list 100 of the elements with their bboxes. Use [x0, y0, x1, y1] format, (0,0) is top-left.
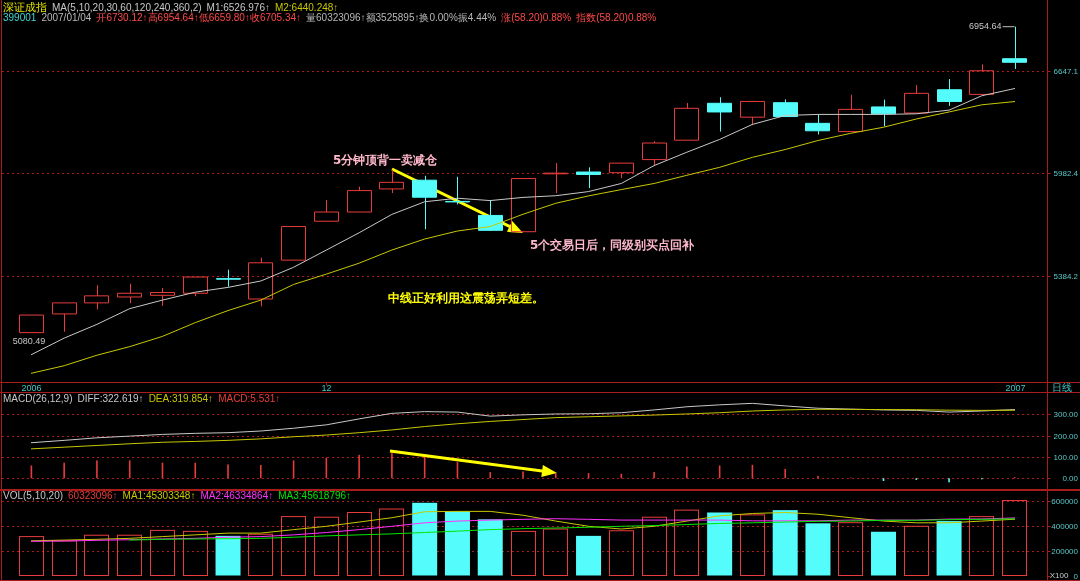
candlestick	[1002, 26, 1027, 70]
annotation: 5080.49	[12, 335, 46, 346]
candlestick	[150, 287, 175, 307]
candlestick	[183, 276, 208, 297]
text: MA2:46334864↑	[200, 489, 274, 501]
bar	[347, 512, 372, 576]
annotation: 5个交易日后，同级别买点回补	[530, 238, 696, 252]
y-tick-label: 6647.1	[1053, 67, 1079, 76]
candlestick	[969, 63, 994, 95]
bar	[904, 525, 929, 576]
text: 60323096↑	[68, 489, 118, 501]
legend-title: VOL(5,10,20)	[3, 489, 64, 501]
bar	[805, 523, 831, 576]
candlestick	[248, 257, 273, 307]
bar	[609, 530, 634, 576]
x-axis-title: 日线	[1052, 382, 1072, 393]
bar	[314, 516, 339, 576]
legend-title: MACD(26,12,9)	[3, 392, 73, 404]
annotation: 399001	[3, 11, 37, 23]
annotation: 6954.64	[969, 20, 1002, 31]
candlestick	[871, 99, 896, 127]
candlestick	[478, 199, 503, 232]
bar	[871, 531, 897, 576]
y-tick-label: 200.00	[1053, 432, 1079, 441]
bar	[477, 519, 503, 576]
bar	[576, 535, 602, 576]
y-tick-label: 200000	[1051, 547, 1079, 556]
bar	[740, 514, 765, 576]
candlestick	[445, 176, 470, 205]
bar	[117, 534, 142, 576]
bar	[674, 509, 699, 576]
candlestick	[84, 284, 109, 310]
annotation: 涨(58.20)0.88%	[501, 11, 572, 23]
candlestick	[773, 98, 798, 118]
bar	[838, 522, 863, 576]
bar	[19, 536, 44, 576]
bar	[84, 534, 109, 576]
text: DIFF:322.619↑	[77, 392, 144, 404]
bar	[969, 516, 994, 576]
bar	[444, 511, 470, 576]
annotation: 2007/01/04	[41, 11, 92, 23]
y-tick-label: 0.00	[1062, 474, 1079, 483]
bar	[248, 533, 273, 576]
text: MACD:5.531↑	[218, 392, 281, 404]
bar	[936, 521, 962, 576]
bar	[215, 535, 241, 576]
bar	[642, 516, 667, 576]
bar	[183, 530, 208, 576]
candlestick	[576, 166, 601, 189]
line-series	[30, 408, 1016, 450]
candlestick	[543, 162, 568, 194]
line-series	[30, 510, 1016, 542]
y-tick-label: 5384.2	[1053, 272, 1079, 281]
candlestick	[52, 302, 77, 333]
bar	[281, 516, 306, 576]
y-axis-title: X100	[1049, 571, 1069, 580]
x-tick-label: 12	[321, 382, 332, 393]
chart-title: 深证成指	[3, 1, 47, 13]
candlestick	[19, 314, 44, 334]
annotation: 中线正好利用这震荡弄短差。	[388, 291, 544, 305]
text: MA3:45618796↑	[278, 489, 352, 501]
candlestick	[117, 283, 142, 304]
annotation: 5分钟顶背一卖减仓	[333, 153, 439, 167]
y-tick-label: 400000	[1051, 522, 1079, 531]
candlestick	[216, 269, 241, 288]
candlestick	[609, 162, 634, 179]
candlestick	[937, 78, 962, 107]
bar	[511, 530, 536, 576]
y-tick-label: 100.00	[1053, 453, 1079, 462]
candlestick	[805, 113, 830, 136]
y-tick-label: 600000	[1051, 497, 1079, 506]
y-tick-label: 5982.4	[1053, 169, 1079, 178]
candlestick	[707, 96, 732, 133]
text: M1:6526.976↑	[206, 1, 270, 13]
bar	[707, 512, 733, 576]
bar	[1002, 500, 1027, 576]
annotation: 量60323096↑额3525895↑换0.00%振4.44%	[306, 11, 497, 23]
line-series	[30, 517, 1016, 542]
candlestick	[740, 100, 765, 126]
x-tick-label: 2006	[21, 382, 42, 393]
y-tick-label: 300.00	[1053, 410, 1079, 419]
candlestick	[281, 226, 306, 261]
candlestick	[511, 178, 536, 233]
bar	[412, 502, 438, 576]
line-series	[30, 402, 1016, 444]
bar	[379, 508, 404, 576]
candlestick	[838, 94, 863, 133]
candlestick	[412, 175, 437, 230]
candlestick	[904, 84, 929, 114]
candlestick	[674, 102, 699, 141]
annotation: 指数(58.20)0.88%	[575, 11, 657, 23]
bar	[543, 528, 568, 576]
legend-title: MA(5,10,20,30,60,120,240,360,2)	[52, 1, 202, 13]
candlestick	[379, 169, 404, 194]
text: M2:6440.248↑	[274, 1, 339, 13]
bar	[150, 529, 175, 576]
line-series	[129, 518, 1016, 541]
x-tick-label: 2007	[1005, 382, 1026, 393]
text: DEA:319.854↑	[148, 392, 214, 404]
y-tick-label: 0	[1073, 572, 1079, 581]
